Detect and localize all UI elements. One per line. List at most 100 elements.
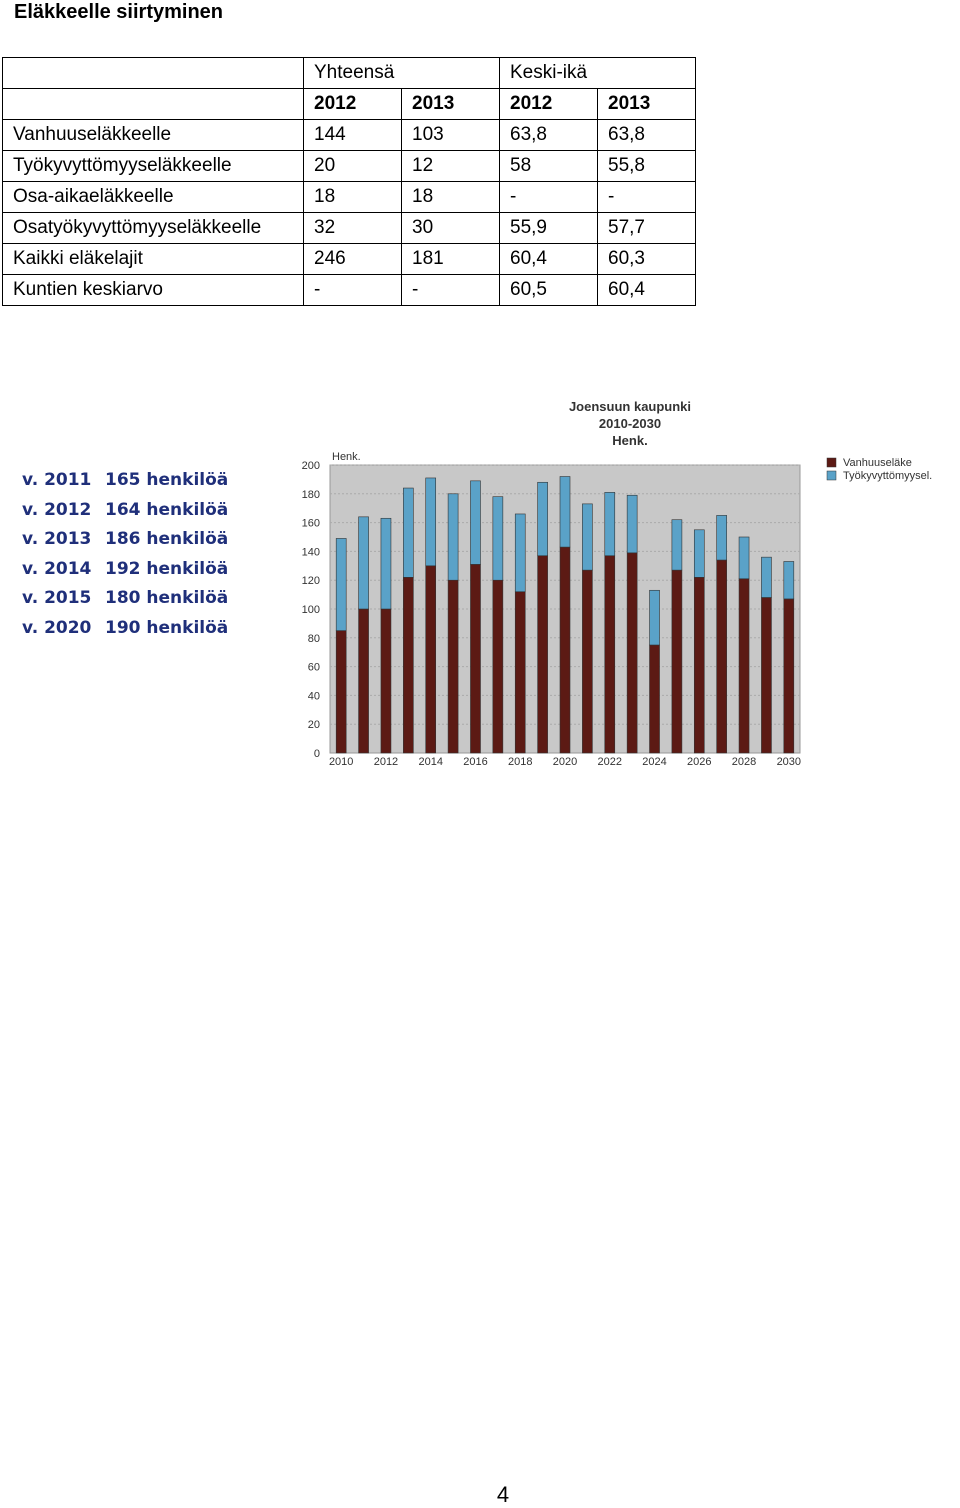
bar-series <box>335 476 795 754</box>
bar-tyokyvyttomyys <box>447 493 459 581</box>
x-tick-label: 2024 <box>642 756 666 768</box>
x-tick-label: 2020 <box>553 756 577 768</box>
cell-value: 20 <box>303 150 402 182</box>
chart-title-line: 2010-2030 <box>599 416 661 431</box>
bar-tyokyvyttomyys <box>425 477 437 567</box>
cell-value: 58 <box>499 150 598 182</box>
bar-tyokyvyttomyys <box>649 589 660 646</box>
summary-count: 190 henkilöä <box>105 617 229 638</box>
cell-value: 12 <box>401 150 500 182</box>
summary-row: v. 2015 180 henkilöä <box>22 588 228 618</box>
bar-tyokyvyttomyys <box>470 480 481 565</box>
cell-value: 32 <box>303 212 402 244</box>
bar-vanhuuselake <box>425 565 437 754</box>
x-tick-label: 2012 <box>374 756 398 768</box>
table-corner-cell <box>2 88 304 120</box>
y-tick-label: 160 <box>302 518 320 530</box>
bar-tyokyvyttomyys <box>358 516 369 610</box>
cell-value: - <box>499 181 598 213</box>
bar-vanhuuselake <box>470 564 481 754</box>
legend-swatch <box>826 457 837 468</box>
bar-vanhuuselake <box>693 577 705 754</box>
chart-title-line: Joensuun kaupunki <box>569 399 691 414</box>
summary-count: 164 henkilöä <box>105 499 229 520</box>
summary-row: v. 2012 164 henkilöä <box>22 500 228 530</box>
page-number: 4 <box>496 1482 510 1507</box>
cell-value: 18 <box>303 181 402 213</box>
pension-chart: Joensuun kaupunki 2010-2030 Henk. 0 20 40 60 8… <box>302 399 933 768</box>
x-tick-label: 2016 <box>463 756 487 768</box>
bar-vanhuuselake <box>582 569 593 754</box>
summary-row: v. 2011 165 henkilöä <box>22 470 228 500</box>
bar-tyokyvyttomyys <box>335 538 347 631</box>
summary-year: v. 2012 <box>22 499 92 520</box>
table-row: Kuntien keskiarvo - - 60,5 60,4 <box>2 274 696 306</box>
bar-vanhuuselake <box>626 552 638 754</box>
page-heading: Eläkkeelle siirtyminen <box>14 1 224 23</box>
table-row: Kaikki eläkelajit 246 181 60,4 60,3 <box>2 243 696 275</box>
bar-vanhuuselake <box>335 630 347 754</box>
year-header: 2012 <box>303 88 402 120</box>
y-tick-label: 0 <box>314 748 320 760</box>
year-header: 2012 <box>499 88 598 120</box>
cell-value: 63,8 <box>499 119 598 151</box>
bar-tyokyvyttomyys <box>582 503 593 571</box>
row-label: Osatyökyvyttömyyseläkkeelle <box>2 212 304 244</box>
x-tick-label: 2014 <box>418 756 442 768</box>
summary-count: 186 henkilöä <box>105 529 229 550</box>
x-tick-label: 2018 <box>508 756 532 768</box>
summary-row: v. 2020 190 henkilöä <box>22 618 228 648</box>
cell-value: 246 <box>303 243 402 275</box>
cell-value: 60,5 <box>499 274 598 306</box>
bar-vanhuuselake <box>358 608 369 754</box>
cell-value: 103 <box>401 119 500 151</box>
cell-value: 55,9 <box>499 212 598 244</box>
yearly-summary: v. 2011 165 henkilöä v. 2012 164 henkilöä … <box>22 470 228 648</box>
y-tick-label: 180 <box>302 489 320 501</box>
bar-vanhuuselake <box>559 546 571 754</box>
y-tick-label: 40 <box>308 690 320 702</box>
bar-vanhuuselake <box>738 578 750 754</box>
cell-value: - <box>401 274 500 306</box>
bar-vanhuuselake <box>716 559 727 754</box>
bar-tyokyvyttomyys <box>492 496 504 581</box>
bar-vanhuuselake <box>604 555 616 754</box>
bar-vanhuuselake <box>380 608 392 754</box>
cell-value: - <box>597 181 696 213</box>
cell-value: 181 <box>401 243 500 275</box>
bar-vanhuuselake <box>514 591 526 754</box>
x-tick-label: 2010 <box>329 756 353 768</box>
summary-count: 165 henkilöä <box>105 470 229 490</box>
bar-tyokyvyttomyys <box>559 476 571 548</box>
row-label: Vanhuuseläkkeelle <box>2 119 304 151</box>
bar-tyokyvyttomyys <box>403 487 414 578</box>
bar-vanhuuselake <box>537 555 548 754</box>
cell-value: 55,8 <box>597 150 696 182</box>
table-row: Työkyvyttömyyseläkkeelle 20 12 58 55,8 <box>2 150 696 182</box>
table-row: Osatyökyvyttömyyseläkkeelle 32 30 55,9 5… <box>2 212 696 244</box>
bar-tyokyvyttomyys <box>537 481 548 557</box>
x-tick-label: 2030 <box>777 756 801 768</box>
table-row: Osa-aikaeläkkeelle 18 18 - - <box>2 181 696 213</box>
cell-value: - <box>303 274 402 306</box>
bar-vanhuuselake <box>671 569 683 754</box>
table-year-row: 2012 2013 2012 2013 <box>2 88 696 120</box>
summary-year: v. 2020 <box>22 617 92 638</box>
legend-swatch <box>826 470 837 481</box>
bar-tyokyvyttomyys <box>716 515 727 561</box>
y-axis-label: Henk. <box>332 451 361 463</box>
retirement-table: Yhteensä Keski-ikä 2012 2013 2012 2013 V… <box>2 57 696 306</box>
bar-vanhuuselake <box>783 598 795 754</box>
year-header: 2013 <box>401 88 500 120</box>
row-label: Kuntien keskiarvo <box>2 274 304 306</box>
group-header-average-age: Keski-ikä <box>499 57 696 89</box>
cell-value: 144 <box>303 119 402 151</box>
legend-label: Työkyvyttömyysel. <box>843 470 932 482</box>
cell-value: 30 <box>401 212 500 244</box>
summary-year: v. 2011 <box>22 470 92 490</box>
y-tick-label: 120 <box>302 575 320 587</box>
y-tick-label: 20 <box>308 719 320 731</box>
bar-tyokyvyttomyys <box>380 517 392 610</box>
x-axis-ticks: 2010 2012 2014 2016 2018 2020 2022 2024 2026 2028… <box>329 756 801 768</box>
